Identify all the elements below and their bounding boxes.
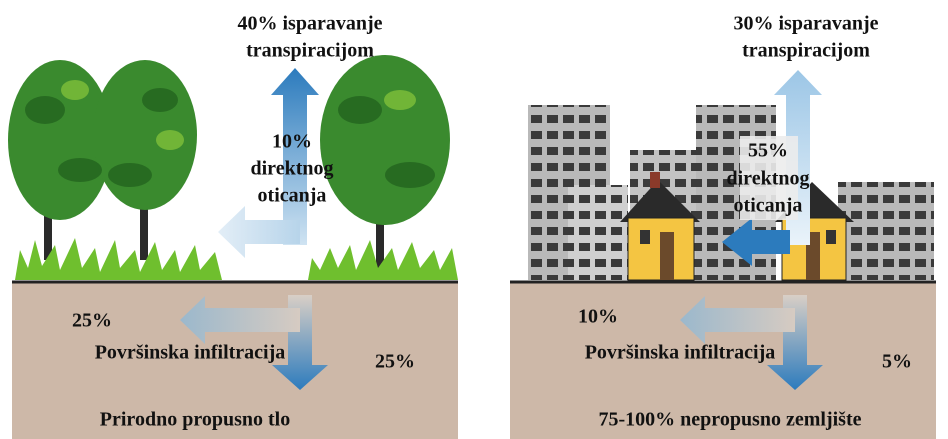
runoff-label: oticanja — [734, 195, 803, 217]
shallow-label: Površinska infiltracija — [585, 342, 776, 364]
evaporation-label: transpiracijom — [246, 40, 374, 62]
runoff-label: 10% — [272, 131, 312, 153]
trees — [8, 55, 450, 270]
arrows — [180, 68, 823, 390]
runoff-label: oticanja — [258, 185, 327, 207]
buildings — [528, 105, 934, 280]
shallow-percent: 25% — [72, 310, 112, 332]
runoff-label: direktnog — [251, 158, 334, 180]
evaporation-label: transpiracijom — [742, 40, 870, 62]
evaporation-label: 30% isparavanje — [734, 13, 879, 35]
ground-label: 75-100% nepropusno zemljište — [599, 409, 862, 431]
shallow-percent: 10% — [578, 306, 618, 328]
deep-percent: 5% — [882, 351, 912, 373]
evaporation-label: 40% isparavanje — [238, 13, 383, 35]
deep-percent: 25% — [375, 351, 415, 373]
shallow-label: Površinska infiltracija — [95, 342, 286, 364]
grass — [15, 238, 458, 280]
runoff-label: direktnog — [727, 168, 810, 190]
runoff-label: 55% — [748, 140, 788, 162]
ground-label: Prirodno propusno tlo — [100, 409, 290, 431]
